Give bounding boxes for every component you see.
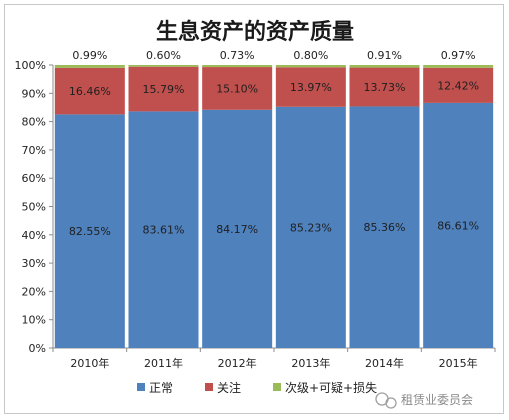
data-label: 15.10% [216, 82, 258, 95]
bar-segment-substandard [128, 65, 199, 67]
plot-area: 0% 10% 20% 30% 40% 50% 60% 70% 80% 90% 100% 82.55% 1… [15, 49, 496, 370]
legend-label: 次级+可疑+损失 [285, 380, 377, 395]
y-tick-label: 40% [22, 229, 46, 242]
bar-segment-normal [54, 114, 125, 348]
data-label: 84.17% [216, 223, 258, 236]
y-tick-label: 90% [22, 87, 46, 100]
legend-swatch [205, 383, 213, 391]
legend-swatch [137, 383, 145, 391]
bar-segment-attention [423, 67, 494, 103]
watermark: 租赁业委员会 [375, 392, 473, 409]
x-tick-label: 2011年 [144, 356, 183, 370]
data-label: 83.61% [143, 224, 185, 237]
x-tick-label: 2010年 [70, 356, 109, 370]
bar-segment-attention [349, 67, 420, 107]
bar-segment-attention [54, 67, 125, 115]
bar-segment-normal [128, 111, 199, 348]
bar-segment-substandard [275, 65, 346, 68]
y-tick-label: 10% [22, 314, 46, 327]
y-tick-label: 80% [22, 116, 46, 129]
bar-segment-substandard [349, 65, 420, 68]
bar-segment-substandard [202, 65, 273, 68]
data-label: 16.46% [69, 85, 111, 98]
watermark-text: 租赁业委员会 [401, 393, 473, 407]
chart-svg: 生息资产的资产质量 0% 10% 20% 30% 40% 50% 60% 70% 80% 90% 1… [15, 19, 496, 409]
x-tick-label: 2014年 [365, 356, 404, 370]
bar-segment-attention [128, 66, 199, 112]
bar-segment-substandard [423, 65, 494, 68]
data-label: 0.99% [72, 49, 107, 62]
bar-segment-attention [202, 67, 273, 110]
bar-segment-normal [275, 106, 346, 348]
data-label: 85.23% [290, 221, 332, 234]
data-label: 13.97% [290, 81, 332, 94]
bar-segment-normal [202, 109, 273, 349]
y-tick-label: 70% [22, 144, 46, 157]
data-label: 82.55% [69, 225, 111, 238]
legend-label: 正常 [149, 381, 173, 395]
bar-segment-normal [423, 102, 494, 348]
data-label: 0.97% [441, 49, 476, 62]
wechat-logo-icon [375, 392, 397, 409]
data-label: 15.79% [143, 83, 185, 96]
y-tick-label: 100% [15, 59, 46, 72]
chart-title: 生息资产的资产质量 [156, 19, 354, 45]
data-label: 13.73% [364, 81, 406, 94]
y-tick-label: 30% [22, 257, 46, 270]
legend-swatch [273, 383, 281, 391]
data-label: 85.36% [364, 221, 406, 234]
legend-label: 关注 [217, 380, 241, 395]
data-label: 0.91% [367, 49, 402, 62]
bar-segment-substandard [54, 65, 125, 68]
y-tick-label: 50% [22, 201, 46, 214]
legend: 正常 关注 次级+可疑+损失 [137, 380, 377, 395]
y-tick-label: 20% [22, 285, 46, 298]
x-tick-label: 2013年 [291, 356, 330, 370]
bar-segment-attention [275, 67, 346, 107]
chart-frame: 生息资产的资产质量 0% 10% 20% 30% 40% 50% 60% 70% 80% 90% 1… [4, 4, 504, 414]
bar-segment-normal [349, 106, 420, 348]
data-label: 0.60% [146, 49, 181, 62]
y-tick-label: 60% [22, 172, 46, 185]
x-tick-label: 2015年 [439, 356, 478, 370]
y-tick-label: 0% [29, 342, 46, 355]
x-tick-label: 2012年 [218, 356, 257, 370]
data-label: 0.80% [293, 49, 328, 62]
data-label: 86.61% [437, 219, 479, 232]
data-label: 0.73% [220, 49, 255, 62]
data-label: 12.42% [437, 79, 479, 92]
